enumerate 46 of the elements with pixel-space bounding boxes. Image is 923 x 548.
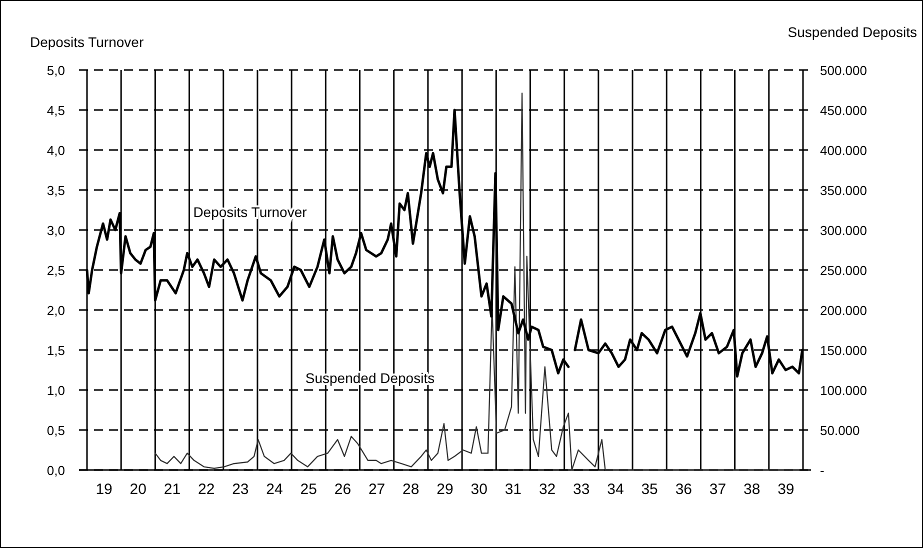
x-tick-label: 24 [266, 481, 283, 498]
y-axis-title: Deposits Turnover [30, 34, 144, 50]
x-tick-label: 37 [709, 481, 726, 498]
line-series [154, 92, 800, 471]
y-tick-label: 4,5 [46, 103, 65, 118]
x-tick-label: 36 [675, 481, 692, 498]
y2-tick-label: 300.000 [820, 223, 867, 238]
x-tick-label: 33 [573, 481, 590, 498]
y-tick-label: 2,5 [46, 263, 65, 278]
y2-tick-label: 200.000 [820, 303, 867, 318]
x-tick-label: 28 [402, 481, 420, 498]
y-tick-label: 5,0 [46, 63, 65, 78]
x-tick-label: 22 [198, 481, 215, 498]
x-tick-label: 38 [744, 481, 760, 498]
x-tick-label: 35 [641, 481, 658, 498]
y2-tick-label: 50.000 [820, 423, 860, 438]
x-tick-label: 29 [436, 481, 454, 498]
x-tick-label: 25 [300, 481, 317, 498]
x-tick-label: 34 [607, 481, 624, 498]
x-tick-label: 32 [538, 481, 556, 498]
y2-tick-label: 250.000 [820, 263, 867, 278]
y2-tick-label: - [820, 463, 824, 478]
x-tick-label: 23 [232, 481, 249, 498]
y2-tick-label: 350.000 [820, 183, 867, 198]
y2-tick-label: 500.000 [820, 63, 867, 78]
y-tick-label: 1,5 [46, 343, 65, 358]
y-tick-label: 2,0 [46, 303, 65, 318]
y-tick-label: 1,0 [46, 383, 65, 398]
x-tick-label: 19 [96, 481, 112, 498]
y2-tick-label: 150.000 [820, 343, 867, 358]
y2-axis-title: Suspended Deposits [788, 24, 917, 40]
y-tick-label: 0,0 [46, 463, 65, 478]
x-tick-label: 26 [334, 481, 352, 498]
y2-tick-label: 100.000 [820, 383, 867, 398]
x-tick-label: 27 [368, 481, 386, 498]
x-tick-label: 21 [164, 481, 181, 498]
y2-tick-label: 400.000 [820, 143, 867, 158]
x-tick-label: 31 [504, 481, 522, 498]
y-tick-label: 4,0 [46, 143, 65, 158]
x-tick-label: 30 [470, 481, 488, 498]
y2-tick-label: 450.000 [820, 103, 867, 118]
y-tick-label: 0,5 [46, 423, 65, 438]
x-tick-label: 20 [130, 481, 146, 498]
y-tick-label: 3,0 [46, 223, 65, 238]
x-tick-label: 39 [778, 481, 794, 498]
y-tick-label: 3,5 [46, 183, 65, 198]
